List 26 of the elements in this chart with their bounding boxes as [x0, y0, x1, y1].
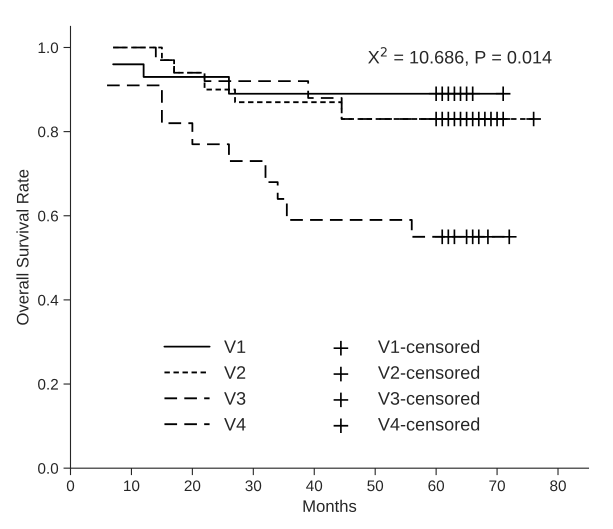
legend-label: V4: [224, 418, 246, 430]
legend-label: V3-censored: [378, 392, 480, 405]
x-tick-label: 30: [245, 480, 262, 492]
x-tick-label: 70: [489, 480, 505, 492]
y-tick-label: 0.8: [38, 126, 58, 138]
legend-label: V2: [224, 366, 246, 379]
y-tick-label: 1.0: [38, 42, 58, 54]
legend-label: V1-censored: [378, 340, 480, 354]
x-tick-label: 40: [306, 480, 322, 492]
x-tick-label: 50: [367, 480, 384, 492]
x-axis-title: Months: [304, 500, 356, 512]
legend-label: V4-censored: [378, 417, 480, 431]
annotation: X$^{2}$ = 10.686, P = 0.014: [368, 47, 552, 66]
x-tick-label: 60: [428, 480, 444, 492]
y-axis-title: Overall Survival Rate: [16, 170, 29, 325]
x-tick-label: 10: [124, 480, 140, 492]
y-tick-label: 0.0: [38, 463, 58, 474]
x-tick-label: 80: [550, 480, 566, 492]
legend-label: V2-censored: [378, 366, 480, 379]
x-tick-label: 20: [184, 480, 200, 492]
legend-label: V1: [224, 340, 246, 353]
y-tick-label: 0.2: [38, 378, 58, 390]
legend-label: V3: [224, 392, 246, 405]
x-tick-label: 0: [66, 480, 74, 492]
y-tick-label: 0.6: [38, 210, 58, 222]
y-tick-label: 0.4: [38, 294, 58, 306]
